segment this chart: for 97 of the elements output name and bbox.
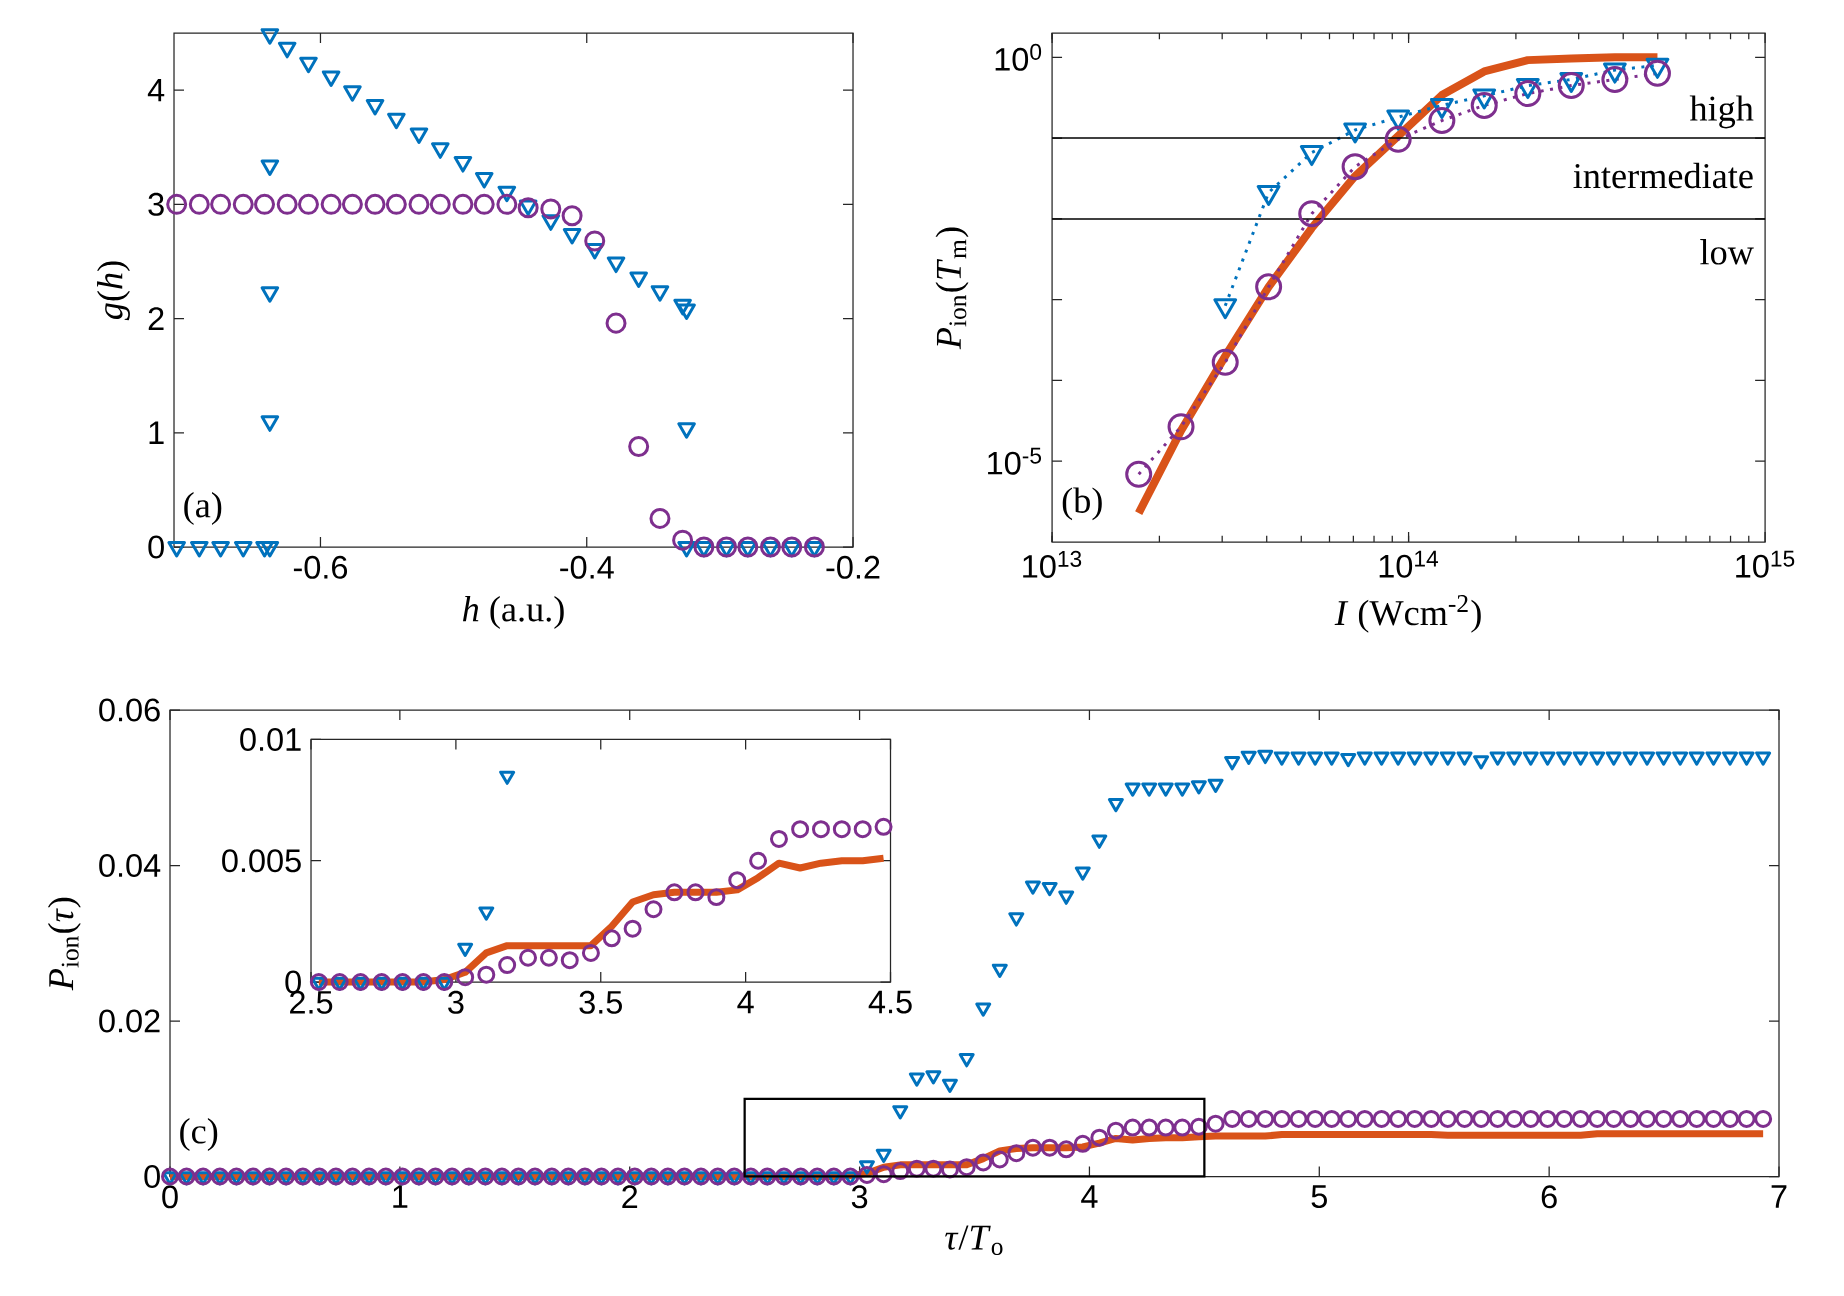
x-tick-label: 10$^{14}$ <box>1379 550 1439 578</box>
y-tick-label: 0.04 <box>99 854 161 878</box>
y-tick-label: 10$^{0}$ <box>995 43 1042 71</box>
x-axis-title: τ/T$_{o}$ <box>945 1225 1003 1256</box>
x-tick-label: 6 <box>1541 1185 1557 1209</box>
point <box>409 127 429 145</box>
y-tick-label: 3 <box>148 192 164 216</box>
point <box>211 541 230 558</box>
point <box>190 541 209 558</box>
point <box>707 888 726 907</box>
annotation: intermediate <box>1573 162 1753 189</box>
point <box>498 956 517 975</box>
point <box>644 900 663 919</box>
y-axis-title: P$_{ion}$(τ) <box>47 897 81 991</box>
annotation: high <box>1689 95 1754 129</box>
point <box>677 303 696 320</box>
point <box>430 142 450 159</box>
y-tick-label: 0 <box>144 1164 160 1188</box>
y-tick-label: 0.005 <box>222 849 301 873</box>
y-tick-label: 2 <box>148 307 164 330</box>
y-tick-label: 0.02 <box>99 1009 160 1033</box>
point <box>260 286 280 303</box>
point <box>650 285 670 302</box>
point <box>539 948 558 967</box>
y-tick-label: 1 <box>149 421 164 444</box>
point <box>540 198 562 220</box>
point <box>260 541 280 558</box>
point <box>561 205 583 227</box>
point <box>853 820 872 839</box>
point <box>677 422 696 439</box>
point <box>728 871 747 890</box>
point <box>321 70 341 87</box>
x-tick-label: -0.2 <box>826 555 880 579</box>
x-tick-label: 10$^{15}$ <box>1736 550 1795 578</box>
point <box>260 415 280 432</box>
x-tick-label: 5 <box>1311 1185 1327 1209</box>
point <box>260 28 280 45</box>
point <box>387 112 406 130</box>
point <box>811 820 830 839</box>
x-tick-label: 3 <box>851 1185 868 1209</box>
y-axis-title: g(h) <box>97 261 130 321</box>
x-tick-label: -0.4 <box>560 555 614 579</box>
point <box>874 817 893 836</box>
y-axis-title: P$_{ion}$(T$_{m}$) <box>935 227 969 350</box>
x-tick-label: 7 <box>1771 1185 1787 1208</box>
point <box>562 228 582 245</box>
x-tick-label: 3 <box>448 990 464 1014</box>
x-tick-label: 4.5 <box>868 990 912 1014</box>
x-tick-label: 10$^{13}$ <box>1023 550 1082 578</box>
point <box>478 906 495 921</box>
point <box>456 968 475 987</box>
point <box>453 156 473 173</box>
point <box>499 770 516 785</box>
point <box>477 965 496 984</box>
point <box>343 85 362 102</box>
x-tick-label: 4 <box>1081 1185 1098 1208</box>
point <box>260 159 280 176</box>
point <box>832 820 851 839</box>
y-tick-label: 4 <box>147 78 165 102</box>
point <box>519 948 538 967</box>
x-tick-label: 1 <box>393 1185 408 1208</box>
y-tick-label: 0 <box>148 535 164 559</box>
x-tick-label: 2 <box>622 1185 638 1209</box>
point <box>665 883 684 902</box>
point <box>791 820 810 839</box>
y-tick-label: 0.01 <box>240 727 301 751</box>
point <box>581 943 600 962</box>
point <box>673 298 692 316</box>
point <box>299 56 318 74</box>
annotation: (b) <box>1062 487 1102 521</box>
point <box>602 929 621 948</box>
point <box>749 851 768 870</box>
x-axis-title: h (a.u.) <box>462 595 564 629</box>
point <box>560 951 579 970</box>
point <box>277 41 297 59</box>
point <box>365 98 385 116</box>
point <box>167 541 186 558</box>
point <box>623 919 642 938</box>
point <box>474 172 494 189</box>
y-tick-label: 0.06 <box>99 698 160 722</box>
annotation: (c) <box>180 1118 218 1151</box>
annotation: (a) <box>184 491 222 525</box>
annotation: low <box>1700 239 1754 265</box>
point <box>255 541 274 558</box>
point <box>497 185 517 203</box>
x-tick-label: 4 <box>737 990 754 1014</box>
point <box>457 942 474 958</box>
point <box>629 271 648 288</box>
point <box>606 256 626 274</box>
x-tick-label: 3.5 <box>579 990 622 1014</box>
x-axis-title: I (Wcm$^{-2}$) <box>1334 595 1481 633</box>
point <box>769 829 788 848</box>
point <box>686 883 705 902</box>
x-tick-label: -0.6 <box>293 555 348 579</box>
point <box>584 230 606 252</box>
y-tick-label: 10$^{-5}$ <box>988 447 1042 475</box>
point <box>233 541 253 558</box>
